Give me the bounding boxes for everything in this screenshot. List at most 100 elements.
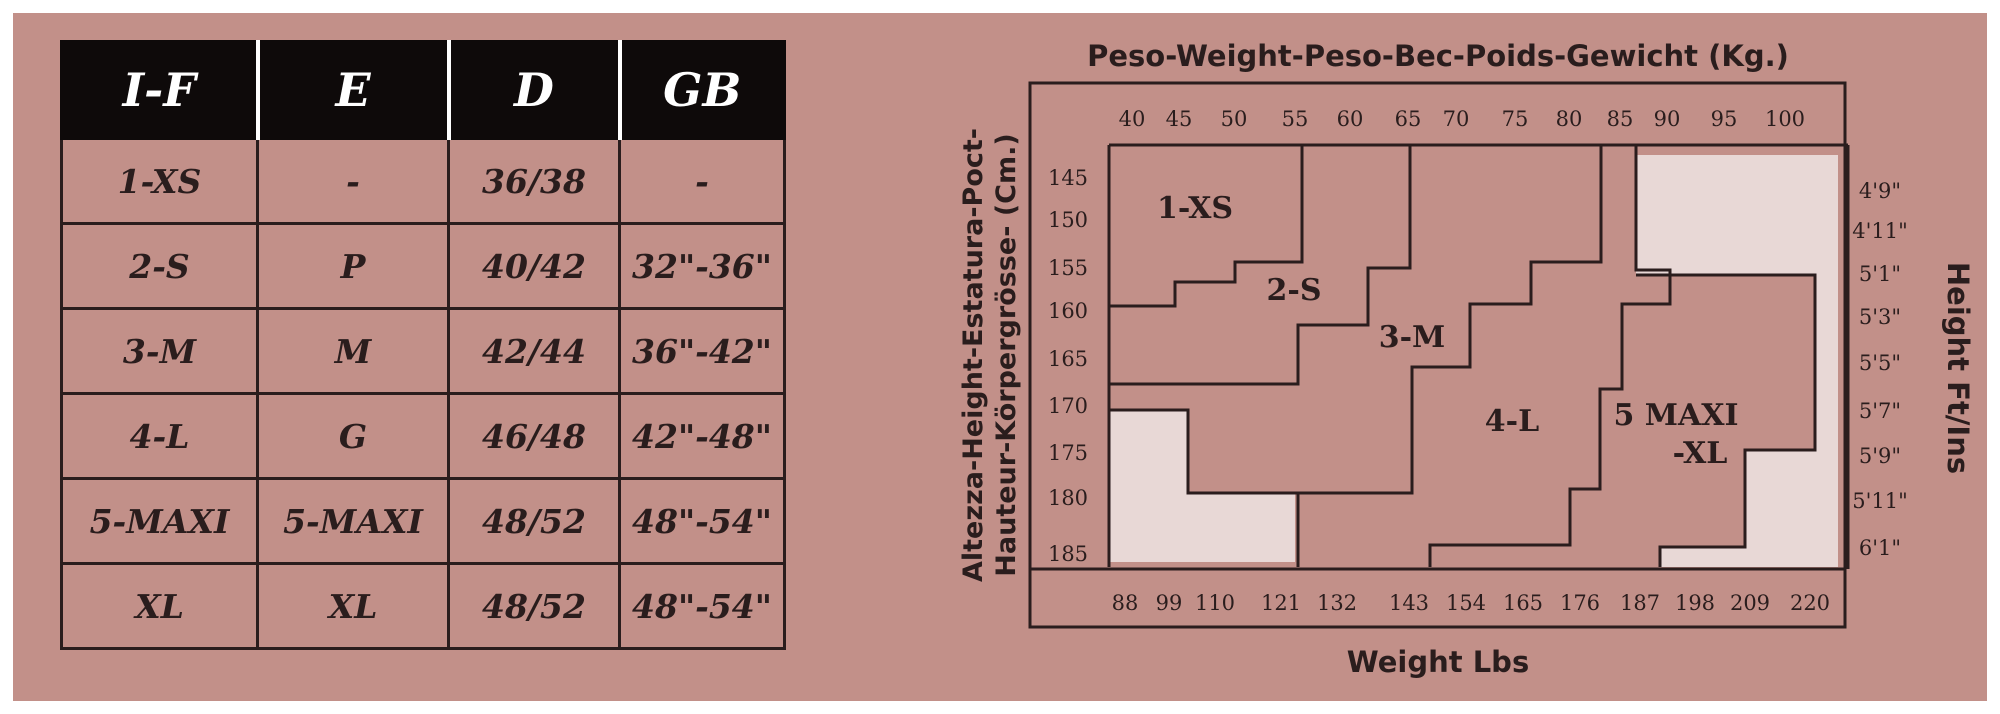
lbs-tick-label: 99 (1156, 591, 1183, 615)
cm-tick-label: 155 (1048, 256, 1088, 280)
cm-tick-label: 160 (1048, 299, 1088, 323)
header-d: D (447, 40, 622, 140)
ftin-tick-label: 5'3" (1859, 305, 1901, 329)
zone-label-m: 3-M (1379, 320, 1446, 355)
ftin-tick-label: 4'9" (1859, 179, 1901, 203)
ftin-tick-label: 5'5" (1859, 351, 1901, 375)
header-e: E (256, 40, 451, 140)
header-i-f: I-F (60, 40, 260, 140)
excluded-region-left (1110, 410, 1295, 562)
kg-tick-label: 95 (1711, 107, 1738, 131)
table-cell: 36/38 (447, 137, 621, 225)
table-row: 2-S P 40/42 32"-36" (60, 222, 786, 310)
ftin-tick-label: 5'7" (1859, 399, 1901, 423)
kg-tick-label: 50 (1221, 107, 1248, 131)
size-conversion-table: I-F E D GB 1-XS - 36/38 - 2-S P 40/42 32… (60, 40, 786, 650)
table-cell: 1-XS (60, 137, 259, 225)
table-cell: 42/44 (447, 307, 621, 395)
lbs-tick-label: 88 (1112, 591, 1139, 615)
table-cell: XL (256, 562, 450, 650)
table-cell: - (618, 137, 786, 225)
table-cell: 5-MAXI (60, 477, 259, 565)
kg-tick-label: 85 (1607, 107, 1634, 131)
table-cell: 48"-54" (618, 477, 786, 565)
cm-axis: 145 150 155 160 165 170 175 180 185 (1048, 166, 1088, 566)
boundary-m (1298, 145, 1603, 495)
ftin-tick-label: 5'9" (1859, 444, 1901, 468)
cm-tick-label: 145 (1048, 166, 1088, 190)
lbs-tick-label: 209 (1730, 591, 1770, 615)
lbs-tick-label: 165 (1503, 591, 1543, 615)
kg-tick-label: 70 (1443, 107, 1470, 131)
lbs-tick-label: 198 (1675, 591, 1715, 615)
cm-tick-label: 150 (1048, 208, 1088, 232)
table-cell: 32"-36" (618, 222, 786, 310)
kg-tick-label: 55 (1282, 107, 1309, 131)
kg-axis: 40 45 50 55 60 65 70 75 80 85 90 95 100 (1119, 107, 1805, 131)
kg-tick-label: 40 (1119, 107, 1146, 131)
lbs-tick-label: 143 (1389, 591, 1429, 615)
chart-ylabel-line2: Hauteur-Körpergrösse- (Cm.) (991, 133, 1022, 576)
table-cell: 3-M (60, 307, 259, 395)
table-cell: 36"-42" (618, 307, 786, 395)
lbs-tick-label: 154 (1446, 591, 1486, 615)
chart-right-label: Height Ft/Ins (1941, 262, 1975, 474)
table-cell: M (256, 307, 450, 395)
lbs-axis: 88 99 110 121 132 143 154 165 176 187 198 209 220 (1112, 591, 1830, 615)
table-row: 5-MAXI 5-MAXI 48/52 48"-54" (60, 477, 786, 565)
kg-tick-label: 80 (1556, 107, 1583, 131)
chart-title: Peso-Weight-Peso-Bec-Poids-Gewicht (Kg.) (1087, 39, 1789, 73)
table-cell: 48/52 (447, 562, 621, 650)
table-row: 3-M M 42/44 36"-42" (60, 307, 786, 395)
kg-tick-label: 60 (1337, 107, 1364, 131)
zone-label-l: 4-L (1485, 404, 1539, 439)
table-row: 1-XS - 36/38 - (60, 137, 786, 225)
chart-xlabel: Weight Lbs (1347, 645, 1529, 679)
zone-label-xs: 1-XS (1157, 191, 1233, 226)
table-cell: 42"-48" (618, 392, 786, 480)
table-cell: 5-MAXI (256, 477, 450, 565)
kg-tick-label: 65 (1395, 107, 1422, 131)
table-cell: 4-L (60, 392, 259, 480)
ftin-tick-label: 5'11" (1852, 489, 1908, 513)
table-row: XL XL 48/52 48"-54" (60, 562, 786, 650)
chart-ylabel-line1: Altezza-Height-Estatura-Poct- (958, 128, 989, 582)
table-cell: G (256, 392, 450, 480)
lbs-tick-label: 132 (1317, 591, 1357, 615)
header-gb: GB (618, 40, 786, 140)
lbs-tick-label: 110 (1195, 591, 1235, 615)
ftin-axis: 4'9" 4'11" 5'1" 5'3" 5'5" 5'7" 5'9" 5'11" 6'1" (1852, 179, 1908, 560)
table-cell: 48"-54" (618, 562, 786, 650)
kg-tick-label: 100 (1765, 107, 1805, 131)
table-cell: P (256, 222, 450, 310)
boundary-s (1109, 145, 1412, 386)
table-row: 4-L G 46/48 42"-48" (60, 392, 786, 480)
table-cell: 48/52 (447, 477, 621, 565)
ftin-tick-label: 4'11" (1852, 219, 1908, 243)
lbs-tick-label: 187 (1620, 591, 1660, 615)
boundary-l (1428, 145, 1672, 567)
table-cell: 40/42 (447, 222, 621, 310)
lbs-tick-label: 176 (1560, 591, 1600, 615)
excluded-region-right (1636, 155, 1838, 567)
table-header-row: I-F E D GB (60, 40, 786, 140)
kg-tick-label: 90 (1654, 107, 1681, 131)
lbs-tick-label: 121 (1261, 591, 1301, 615)
boundary-maxi (1636, 273, 1817, 567)
zone-label-xl: -XL (1673, 436, 1728, 471)
chart-inner-frame (1028, 81, 1847, 571)
boundary-xs (1109, 145, 1304, 308)
cm-tick-label: 180 (1048, 486, 1088, 510)
ftin-tick-label: 6'1" (1859, 536, 1901, 560)
cm-tick-label: 165 (1048, 347, 1088, 371)
lbs-tick-label: 220 (1790, 591, 1830, 615)
cm-tick-label: 175 (1048, 441, 1088, 465)
boundary-lower-left (1109, 408, 1300, 567)
zone-label-maxi: 5 MAXI (1613, 398, 1738, 433)
table-cell: 46/48 (447, 392, 621, 480)
table-cell: XL (60, 562, 259, 650)
zone-label-s: 2-S (1267, 273, 1322, 308)
cm-tick-label: 170 (1048, 394, 1088, 418)
ftin-tick-label: 5'1" (1859, 262, 1901, 286)
